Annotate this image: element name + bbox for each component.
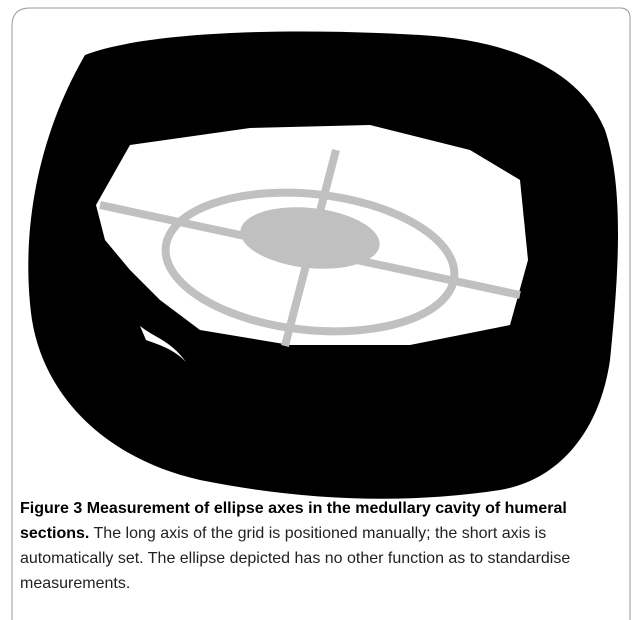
caption-text: The long axis of the grid is positioned … <box>20 525 571 592</box>
caption-label: Figure 3 <box>20 500 83 517</box>
caption-title: Measurement of ellipse axes in the medul… <box>20 500 567 542</box>
crack <box>140 326 186 362</box>
frame-border <box>11 7 631 620</box>
short-axis <box>281 148 340 348</box>
figure-caption: Figure 3 Measurement of ellipse axes in … <box>20 496 612 596</box>
